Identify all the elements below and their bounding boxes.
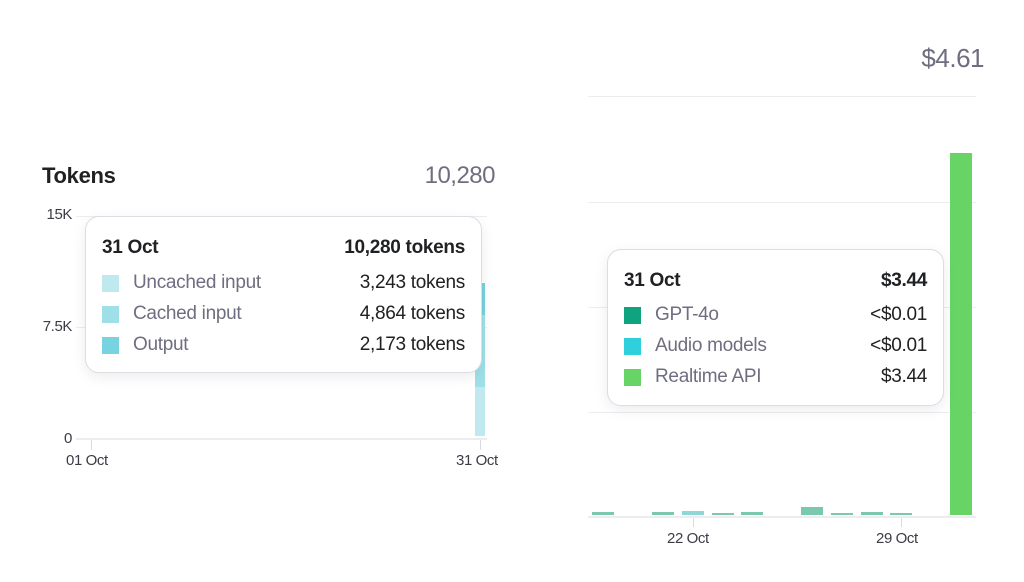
cost-gridline-2 [588,202,976,203]
bar-23oct[interactable] [712,513,734,515]
row-label: Cached input [133,303,242,324]
tooltip-row-realtime-api: Realtime API $3.44 [624,366,927,388]
cost-x-axis [588,516,976,518]
cached-input-swatch-icon [102,305,119,323]
cost-gridline-1 [588,96,976,97]
tooltip-row-output: Output 2,173 tokens [102,334,465,356]
output-swatch-icon [102,336,119,354]
tooltip-date: 31 Oct [102,237,159,258]
x-tickmark-01oct [91,440,92,450]
row-label: GPT-4o [655,304,719,325]
tooltip-total: 10,280 tokens [344,237,465,258]
tokens-title: Tokens [42,163,116,188]
row-value: $3.44 [880,366,927,387]
tooltip-header: 31 Oct $3.44 [624,270,927,292]
x-tick-31oct: 31 Oct [456,452,498,469]
tooltip-row-gpt-4o: GPT-4o <$0.01 [624,304,927,326]
row-label: Output [133,334,189,355]
x-tickmark-22oct [693,518,694,527]
cost-tooltip: 31 Oct $3.44 GPT-4o <$0.01 Audio models … [607,249,944,406]
bar-22oct[interactable] [682,511,704,515]
bar-24oct[interactable] [741,512,763,515]
realtime-api-swatch-icon [624,368,641,386]
bar-27oct[interactable] [831,513,853,515]
bar-26oct[interactable] [801,507,823,515]
row-value: <$0.01 [870,335,927,356]
tooltip-row-cached-input: Cached input 4,864 tokens [102,303,465,325]
tooltip-header: 31 Oct 10,280 tokens [102,237,465,259]
x-axis [76,438,487,440]
tooltip-total: $3.44 [880,270,927,291]
bar-21oct[interactable] [652,512,674,515]
tokens-total: 10,280 [424,162,496,189]
x-tick-22oct: 22 Oct [667,530,709,547]
bar-19oct[interactable] [592,512,614,515]
uncached-input-swatch-icon [102,274,119,292]
x-tickmark-31oct [480,440,481,450]
y-tick-7-5k: 7.5K [42,318,73,335]
bar-uncached-input-31oct[interactable] [475,387,485,436]
cost-gridline-4 [588,412,976,413]
tooltip-row-uncached-input: Uncached input 3,243 tokens [102,272,465,294]
x-tickmark-29oct [901,518,902,527]
row-value: 4,864 tokens [359,303,466,324]
tooltip-row-audio-models: Audio models <$0.01 [624,335,927,357]
bar-28oct[interactable] [861,512,883,515]
row-value: 2,173 tokens [359,334,466,355]
row-value: 3,243 tokens [359,272,466,293]
bar-realtime-api-31oct[interactable] [950,153,972,515]
y-tick-0: 0 [64,430,72,447]
bar-29oct[interactable] [890,513,912,515]
gpt-4o-swatch-icon [624,306,641,324]
y-tick-15k: 15K [46,206,73,223]
row-value: <$0.01 [870,304,927,325]
audio-models-swatch-icon [624,337,641,355]
tokens-tooltip: 31 Oct 10,280 tokens Uncached input 3,24… [85,216,482,373]
cost-total: $4.61 [921,43,984,73]
row-label: Audio models [655,335,767,356]
row-label: Realtime API [655,366,762,387]
x-tick-29oct: 29 Oct [876,530,918,547]
tooltip-date: 31 Oct [624,270,681,291]
row-label: Uncached input [133,272,261,293]
x-tick-01oct: 01 Oct [66,452,108,469]
